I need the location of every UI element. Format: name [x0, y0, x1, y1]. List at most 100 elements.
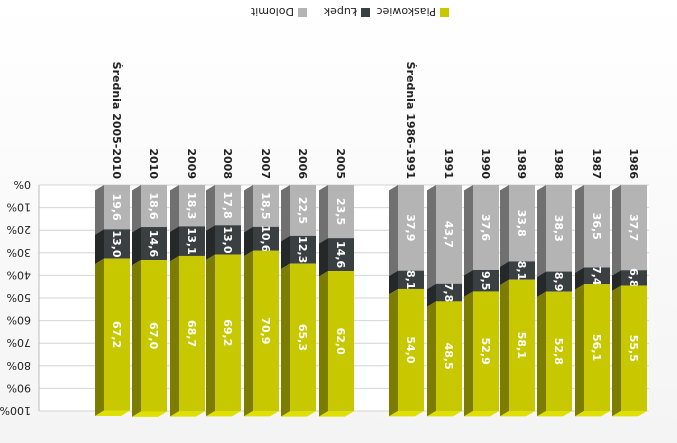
bar-top	[500, 411, 535, 417]
bar-segment-dolomit	[612, 185, 647, 276]
bar-side	[612, 270, 621, 291]
bar-top	[244, 411, 279, 417]
bar-side	[500, 185, 509, 267]
bar-top	[612, 411, 647, 417]
bar-segment-łupek	[427, 283, 462, 307]
bar-segment-dolomit	[537, 185, 572, 277]
bar-front	[436, 283, 462, 302]
bar-side	[244, 185, 253, 233]
bar-side	[95, 258, 104, 416]
bar-segment-dolomit	[281, 185, 316, 242]
bar-side	[206, 225, 215, 261]
bar-segment-łupek	[464, 269, 499, 297]
data-label: 55,5	[627, 335, 640, 362]
bar-front	[290, 263, 316, 412]
bar-segment-dolomit	[500, 185, 535, 267]
legend-swatch	[298, 8, 307, 17]
legend-label: Dolomit	[250, 5, 294, 18]
bar-segment-piaskowiec	[244, 250, 279, 417]
bar-segment-piaskowiec	[537, 291, 572, 417]
bar-top	[170, 411, 205, 417]
bar-segment-dolomit	[170, 185, 205, 232]
data-label: 69,2	[221, 319, 234, 346]
data-label: 56,1	[590, 334, 603, 361]
bar-segment-piaskowiec	[319, 271, 354, 417]
bar-side	[319, 185, 328, 244]
data-label: 54,0	[404, 336, 417, 363]
category-label: 2009	[185, 148, 198, 179]
data-label: 12,3	[296, 236, 309, 263]
y-tick-label: 20%	[7, 223, 31, 236]
bar-front	[141, 227, 167, 261]
bar-side	[427, 283, 436, 307]
bar-segment-łupek	[244, 226, 279, 257]
bar-segment-łupek	[537, 271, 572, 298]
data-label: 18,5	[259, 192, 272, 219]
bar-front	[141, 185, 167, 228]
data-label: 67,0	[147, 322, 160, 349]
bar-segment-piaskowiec	[281, 263, 316, 417]
data-label: 13,1	[185, 228, 198, 255]
data-label: 48,5	[442, 343, 455, 370]
bar-segment-piaskowiec	[612, 285, 647, 417]
bar-top	[427, 411, 462, 417]
data-label: 68,7	[185, 320, 198, 347]
bar-side	[464, 269, 473, 297]
bar-front	[584, 284, 610, 411]
bar-segment-piaskowiec	[132, 260, 167, 417]
bar-front	[104, 185, 130, 230]
data-label: 14,6	[147, 230, 160, 257]
bar-segment-łupek	[95, 229, 130, 265]
bar-side	[537, 185, 546, 277]
bar-side	[206, 185, 215, 231]
data-label: 38,3	[552, 215, 565, 242]
y-tick-label: 100%	[0, 404, 31, 417]
bar-side	[575, 267, 584, 290]
bar-side	[132, 185, 141, 233]
bar-segment-łupek	[281, 235, 316, 270]
bar-front	[436, 301, 462, 411]
bar-side	[170, 185, 179, 232]
bar-segment-piaskowiec	[206, 254, 241, 417]
bar-side	[612, 285, 621, 417]
bar-front	[104, 229, 130, 259]
bar-front	[215, 185, 241, 226]
bar-front	[328, 238, 354, 272]
bar-front	[509, 261, 535, 280]
category-label: 2010	[147, 148, 160, 179]
data-label: 13,0	[221, 226, 234, 253]
bar-segment-piaskowiec	[389, 288, 424, 417]
data-label: 13,0	[110, 230, 123, 257]
data-label: 58,1	[515, 332, 528, 359]
bar-front	[398, 185, 424, 271]
bar-segment-piaskowiec	[170, 255, 205, 417]
bar-segment-piaskowiec	[575, 284, 610, 417]
bar-side	[500, 261, 509, 286]
bar-segment-łupek	[319, 238, 354, 277]
bar-front	[546, 291, 572, 411]
bar-side	[537, 291, 546, 417]
data-label: 37,9	[404, 214, 417, 241]
legend-label: Piaskowiec	[377, 5, 437, 18]
category-label: Średnia 2005-2010	[110, 62, 123, 180]
data-label: 52,9	[479, 338, 492, 365]
data-label: 7,8	[442, 283, 455, 303]
data-label: 22,5	[296, 197, 309, 224]
bar-front	[436, 185, 462, 284]
y-tick-label: 10%	[7, 201, 31, 214]
data-label: 9,5	[479, 271, 492, 291]
data-label: 23,5	[334, 198, 347, 225]
bar-segment-dolomit	[319, 185, 354, 244]
bar-side	[575, 284, 584, 417]
bar-side	[281, 185, 290, 242]
bar-top	[537, 411, 572, 417]
bar-front	[584, 185, 610, 268]
category-label: 1986	[627, 148, 640, 179]
bar-front	[179, 185, 205, 227]
bar-front	[473, 291, 499, 411]
bar-side	[427, 185, 436, 290]
legend-item-łupek: Łupek	[323, 5, 370, 18]
data-label: 18,3	[185, 192, 198, 219]
